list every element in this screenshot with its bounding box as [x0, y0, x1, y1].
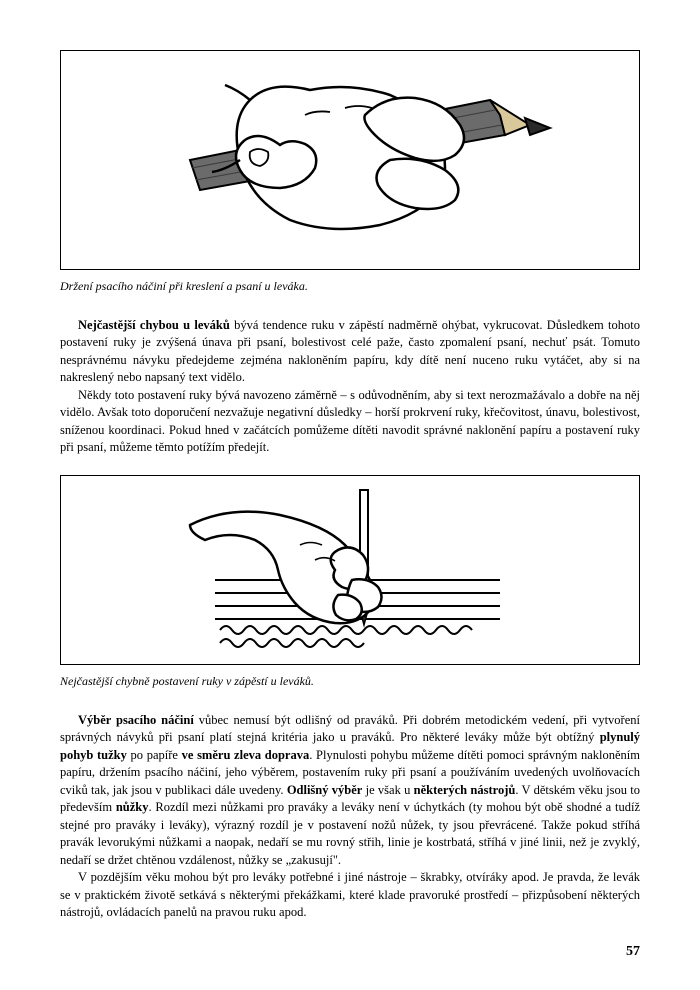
p3-b1: Výběr psacího náčiní [78, 713, 194, 727]
paragraph-2: Někdy toto postavení ruky bývá navozeno … [60, 387, 640, 457]
page-number: 57 [626, 942, 640, 962]
figure-1-caption: Držení psacího náčiní při kreslení a psa… [60, 278, 640, 295]
p1-lead-bold: Nejčastější chybou u leváků [78, 318, 230, 332]
figure-2-illustration [160, 485, 540, 655]
p3-b4: Odlišný výběr [287, 783, 363, 797]
figure-1-illustration [130, 60, 570, 260]
figure-1-box [60, 50, 640, 270]
p3-b3: ve směru zleva doprava [182, 748, 310, 762]
figure-2-caption: Nejčastější chybně postavení ruky v zápě… [60, 673, 640, 690]
paragraph-4: V pozdějším věku mohou být pro leváky po… [60, 869, 640, 922]
p3-b6: nůžky [116, 800, 149, 814]
p3-b5: některých nástrojů [414, 783, 516, 797]
text-block-1: Nejčastější chybou u leváků bývá tendenc… [60, 317, 640, 457]
paragraph-1: Nejčastější chybou u leváků bývá tendenc… [60, 317, 640, 387]
p3-m4: je však u [362, 783, 413, 797]
paragraph-3: Výběr psacího náčiní vůbec nemusí být od… [60, 712, 640, 870]
figure-2-box [60, 475, 640, 665]
p3-m2: po papíře [127, 748, 182, 762]
text-block-2: Výběr psacího náčiní vůbec nemusí být od… [60, 712, 640, 922]
